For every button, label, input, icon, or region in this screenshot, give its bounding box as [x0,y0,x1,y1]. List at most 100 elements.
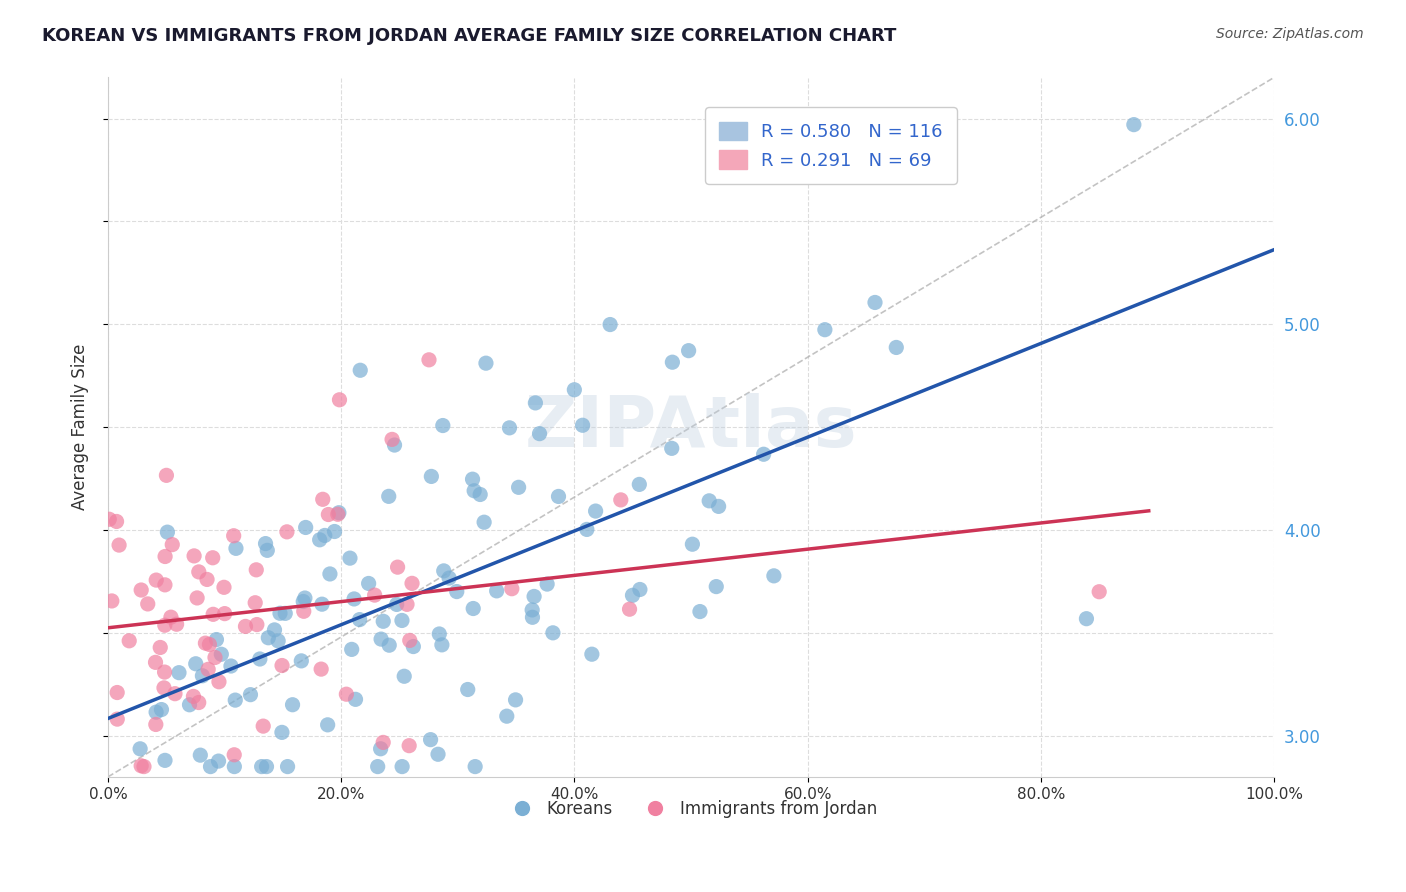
Point [1122,118,1144,132]
Point [446,584,468,599]
Point [156,525,179,540]
Point [129,582,152,597]
Point [224,693,246,707]
Point [184,657,207,671]
Point [619,602,641,616]
Point [160,610,183,624]
Point [149,640,172,655]
Point [195,573,218,587]
Point [219,659,242,673]
Point [108,538,131,552]
Point [420,469,443,483]
Point [277,759,299,773]
Point [707,500,730,514]
Point [524,396,547,410]
Point [697,493,720,508]
Point [349,613,371,627]
Point [239,688,262,702]
Point [536,577,558,591]
Point [155,468,177,483]
Point [681,537,703,551]
Point [495,709,517,723]
Point [505,693,527,707]
Point [162,538,184,552]
Point [370,741,392,756]
Point [391,759,413,773]
Point [309,662,332,676]
Point [498,421,520,435]
Point [235,619,257,633]
Point [402,640,425,654]
Point [628,582,651,597]
Point [621,588,644,602]
Point [704,580,727,594]
Point [398,633,420,648]
Point [316,718,339,732]
Point [257,631,280,645]
Point [267,633,290,648]
Point [198,637,221,651]
Point [391,614,413,628]
Point [163,687,186,701]
Point [254,536,277,550]
Point [194,636,217,650]
Y-axis label: Average Family Size: Average Family Size [72,344,89,510]
Point [250,759,273,773]
Point [762,569,785,583]
Point [136,597,159,611]
Point [689,605,711,619]
Point [373,615,395,629]
Point [252,719,274,733]
Point [209,647,232,661]
Point [207,754,229,768]
Point [153,549,176,564]
Point [129,741,152,756]
Point [395,598,418,612]
Point [427,747,450,762]
Point [290,654,312,668]
Point [271,725,294,739]
Point [340,642,363,657]
Point [501,582,523,596]
Point [357,576,380,591]
Point [1076,612,1098,626]
Point [610,492,633,507]
Point [541,625,564,640]
Point [145,705,167,719]
Point [105,712,128,726]
Point [523,590,546,604]
Point [343,591,366,606]
Point [281,698,304,712]
Point [419,732,441,747]
Point [292,604,315,618]
Point [385,598,408,612]
Point [153,681,176,695]
Point [191,669,214,683]
Point [256,543,278,558]
Text: ZIPAtlas: ZIPAtlas [524,392,858,462]
Point [349,363,371,377]
Point [188,748,211,763]
Point [187,696,209,710]
Point [132,759,155,773]
Point [328,392,350,407]
Point [263,623,285,637]
Point [464,759,486,773]
Text: KOREAN VS IMMIGRANTS FROM JORDAN AVERAGE FAMILY SIZE CORRELATION CHART: KOREAN VS IMMIGRANTS FROM JORDAN AVERAGE… [42,27,897,45]
Point [430,638,453,652]
Point [472,515,495,529]
Point [212,580,235,594]
Point [222,529,245,543]
Point [200,759,222,773]
Point [294,520,316,534]
Point [377,489,399,503]
Point [470,487,492,501]
Point [224,759,246,773]
Point [245,563,267,577]
Point [370,632,392,646]
Point [863,295,886,310]
Point [437,571,460,585]
Point [245,596,267,610]
Point [246,617,269,632]
Point [153,578,176,592]
